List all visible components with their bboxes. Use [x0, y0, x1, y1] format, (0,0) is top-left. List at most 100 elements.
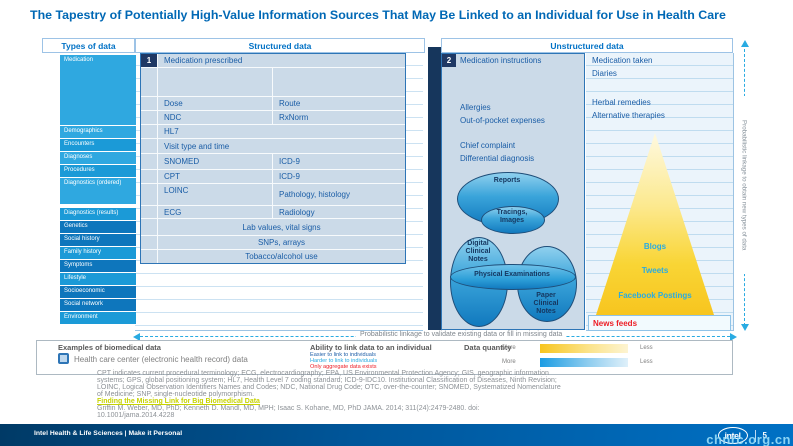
ability-item-easier: Easier to link to individuals [310, 352, 376, 358]
bottom-linkage-label: Probabilistic linkage to validate existi… [356, 331, 567, 338]
less-label: Less [640, 359, 653, 365]
footer-bar: Intel Health & Life Sciences | Make it P… [0, 424, 793, 446]
structured-cell: Visit type and time [164, 141, 230, 151]
oval-paper-label: Paper Clinical Notes [533, 292, 559, 315]
data-type-social-network: Social network [60, 299, 136, 311]
oval-reports-label: Reports [493, 177, 521, 184]
badge-2: 2 [442, 54, 456, 67]
table-row: Tobacco/alcohol use [141, 249, 405, 263]
footer-right-group: intel 5 [717, 427, 767, 444]
structured-cell: CPT [164, 172, 180, 181]
unstructured-left-item: Allergies [460, 103, 491, 112]
right-linkage-label: Probabilistic linkage to obtain new type… [737, 96, 751, 274]
ability-item-aggregate: Only aggregate data exists [310, 364, 377, 370]
unstructured-left-panel: 2 Medication instructions Allergies Out-… [441, 53, 585, 330]
structured-cell: Radiology [272, 206, 405, 218]
table-row: Visit type and time [141, 138, 405, 153]
data-type-diagnostics-ordered: Diagnostics (ordered) [60, 178, 136, 204]
table-row: LOINC Pathology, histology [141, 183, 405, 205]
unstructured-data-header: Unstructured data [441, 38, 733, 53]
unstructured-left-item: Chief complaint [460, 141, 516, 150]
structured-cell: RxNorm [272, 111, 405, 124]
data-type-encounters: Encounters [60, 139, 136, 151]
table-row [141, 67, 405, 96]
page-title: The Tapestry of Potentially High-Value I… [30, 8, 726, 22]
section-divider [428, 47, 441, 330]
structured-cell: Lab values, vital signs [242, 222, 321, 232]
structured-table: 1 Medication prescribed Dose Route NDC R… [140, 53, 406, 264]
watermark: chnrc.org.cn [706, 432, 791, 446]
ehr-label: Health care center (electronic health re… [74, 355, 248, 364]
more-label: More [502, 345, 516, 351]
data-type-genetics: Genetics [60, 221, 136, 233]
types-of-data-header: Types of data [42, 38, 135, 53]
table-row: Dose Route [141, 96, 405, 110]
jama-article-link[interactable]: Finding the Missing Link for Big Biomedi… [97, 398, 260, 405]
news-feeds-row: News feeds [588, 315, 731, 331]
less-label: Less [640, 345, 653, 351]
oval-tracings-label: Tracings, Images [496, 209, 528, 224]
news-feeds-label: News feeds [593, 318, 638, 328]
triangle-label-blogs: Blogs [643, 242, 667, 251]
footnote-line: LOINC, Logical Observation Identifiers N… [97, 384, 561, 391]
footnote-line: systems; GPS, global positioning system;… [97, 377, 557, 384]
doi-line: 10.1001/jama.2014.4228 [97, 412, 175, 419]
data-type-lifestyle: Lifestyle [60, 273, 136, 285]
data-type-symptoms: Symptoms [60, 260, 136, 272]
structured-cell: ICD-9 [272, 170, 405, 183]
structured-cell: ICD-9 [272, 154, 405, 169]
page-number: 5 [762, 431, 767, 440]
structured-cell: ECG [164, 207, 182, 217]
unstructured-right-item: Alternative therapies [592, 111, 665, 120]
data-type-procedures: Procedures [60, 165, 136, 177]
footer-left-text: Intel Health & Life Sciences | Make it P… [34, 430, 183, 437]
data-type-family-history: Family history [60, 247, 136, 259]
footnote-line: of Medicine; SNP, single-nucleotide poly… [97, 391, 255, 398]
oval-tracings-images [481, 206, 545, 234]
structured-cell: SNPs, arrays [257, 238, 306, 247]
table-row: ECG Radiology [141, 205, 405, 218]
arrow-up-icon [741, 40, 749, 47]
unstructured-right-item: Herbal remedies [592, 98, 651, 107]
structured-cell: SNOMED [164, 157, 200, 166]
examples-title: Examples of biomedical data [58, 343, 161, 352]
triangle-label-tweets: Tweets [641, 266, 669, 275]
data-quantity-title: Data quantity [464, 343, 512, 352]
footnote-line: CPT indicates current procedural termino… [97, 370, 549, 377]
table-row: 1 Medication prescribed [141, 54, 405, 67]
structured-cell: LOINC [164, 186, 189, 195]
data-type-medication: Medication [60, 55, 136, 125]
data-type-demographics: Demographics [60, 126, 136, 138]
table-row: Lab values, vital signs [141, 218, 405, 235]
table-row: NDC RxNorm [141, 110, 405, 124]
data-type-social-history: Social history [60, 234, 136, 246]
arrow-right-icon [730, 333, 737, 341]
structured-cell: Medication prescribed [164, 56, 243, 65]
ability-title: Ability to link data to an individual [310, 343, 432, 352]
structured-data-header: Structured data [135, 38, 425, 53]
data-type-environment: Environment [60, 312, 136, 324]
structured-cell [158, 68, 272, 96]
table-row: SNPs, arrays [141, 235, 405, 249]
structured-cell: Pathology, histology [272, 184, 405, 205]
data-type-diagnoses: Diagnoses [60, 152, 136, 164]
badge-1: 1 [141, 54, 157, 67]
unstructured-right-item: Medication taken [592, 56, 653, 65]
table-row: CPT ICD-9 [141, 169, 405, 183]
footer-divider [754, 429, 756, 442]
structured-cell: Tobacco/alcohol use [245, 252, 318, 261]
oval-physical-examinations [450, 264, 576, 290]
more-label: More [502, 359, 516, 365]
quantity-bar-blue [540, 358, 628, 367]
oval-physical-label: Physical Examinations [474, 271, 550, 278]
intel-logo: intel [717, 427, 748, 444]
unstructured-left-item: Medication instructions [460, 56, 542, 65]
table-row: SNOMED ICD-9 [141, 153, 405, 169]
data-type-socioeconomic: Socioeconomic [60, 286, 136, 298]
data-type-diagnostics-results: Diagnostics (results) [60, 208, 136, 220]
unstructured-left-item: Out-of-pocket expenses [460, 116, 545, 125]
oval-digital-label: Digital Clinical Notes [465, 240, 491, 263]
quantity-bar-yellow [540, 344, 628, 353]
structured-cell: NDC [164, 113, 182, 122]
